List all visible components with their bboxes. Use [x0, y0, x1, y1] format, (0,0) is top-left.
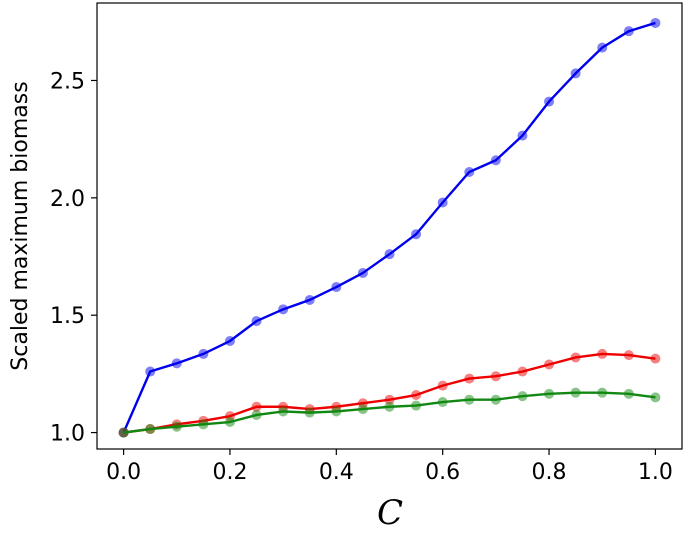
y-tick-label: 2.5 [50, 69, 85, 94]
data-point [145, 366, 156, 377]
data-point [411, 400, 422, 411]
data-point [118, 427, 129, 438]
x-axis-label: C [377, 493, 403, 533]
data-point [437, 397, 448, 408]
series-3 [118, 387, 661, 438]
x-tick-label: 0.2 [212, 460, 247, 485]
data-point [490, 155, 501, 166]
data-point [544, 388, 555, 399]
data-point [544, 359, 555, 370]
data-point [597, 348, 608, 359]
data-point [570, 68, 581, 79]
data-point [464, 167, 475, 178]
data-point [331, 282, 342, 293]
data-point [437, 197, 448, 208]
series-1 [118, 17, 661, 438]
data-point [357, 267, 368, 278]
data-point [278, 304, 289, 315]
data-point [464, 373, 475, 384]
data-point [278, 406, 289, 417]
data-point [224, 417, 235, 428]
data-point [251, 409, 262, 420]
data-point [623, 350, 634, 361]
data-point [224, 336, 235, 347]
data-point [411, 390, 422, 401]
data-point [517, 366, 528, 377]
data-point [331, 406, 342, 417]
data-point [411, 229, 422, 240]
data-point [650, 17, 661, 28]
y-tick-label: 1.0 [50, 422, 85, 447]
data-point [570, 352, 581, 363]
series-line [122, 21, 656, 434]
data-point [198, 348, 209, 359]
data-point [650, 392, 661, 403]
data-point [464, 394, 475, 405]
plot-border [96, 2, 683, 450]
series-layer [118, 17, 661, 438]
data-point [171, 358, 182, 369]
x-tick-label: 1.0 [638, 460, 673, 485]
data-point [490, 394, 501, 405]
data-point [171, 421, 182, 432]
x-tick-label: 0.8 [532, 460, 567, 485]
data-point [304, 294, 315, 305]
data-point [304, 407, 315, 418]
y-tick-label: 2.0 [50, 187, 85, 212]
data-point [357, 404, 368, 415]
data-point [384, 249, 395, 260]
data-point [251, 401, 262, 412]
data-point [145, 424, 156, 435]
data-point [597, 387, 608, 398]
data-point [517, 391, 528, 402]
y-tick-label: 1.5 [50, 304, 85, 329]
plot-area [96, 2, 683, 450]
x-tick-label: 0.4 [319, 460, 354, 485]
data-point [517, 130, 528, 141]
x-tick-label: 0.0 [106, 460, 141, 485]
x-axis: 0.0 0.2 0.4 0.6 0.8 1.0 [106, 449, 673, 485]
data-point [490, 371, 501, 382]
data-point [650, 353, 661, 364]
data-point [251, 316, 262, 327]
data-point [544, 96, 555, 107]
data-point [437, 380, 448, 391]
y-axis-label: Scaled maximum biomass [8, 81, 33, 370]
y-axis: 1.0 1.5 2.0 2.5 [50, 69, 97, 447]
data-point [597, 42, 608, 53]
data-point [198, 419, 209, 430]
x-tick-label: 0.6 [425, 460, 460, 485]
data-point [570, 387, 581, 398]
data-point [384, 401, 395, 412]
data-point [623, 388, 634, 399]
data-point [384, 394, 395, 405]
data-point [623, 26, 634, 37]
